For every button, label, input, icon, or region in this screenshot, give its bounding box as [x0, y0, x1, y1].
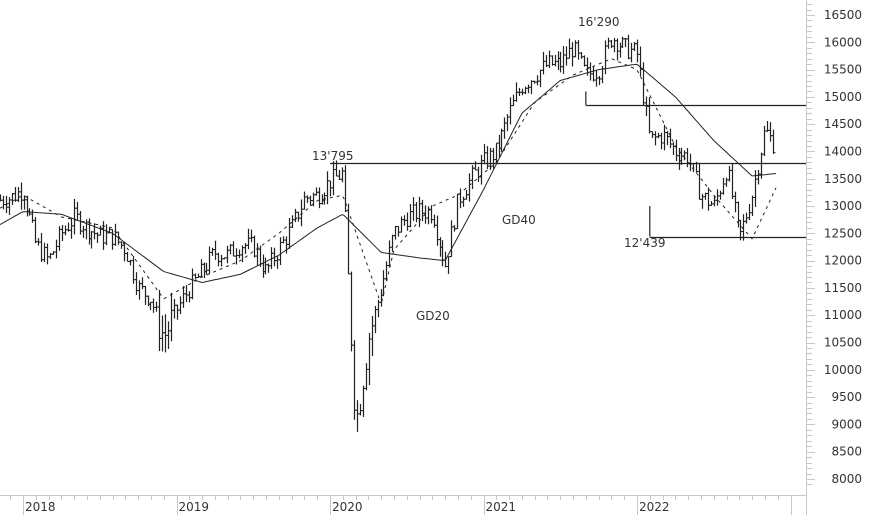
y-tick-label: 16000	[824, 35, 862, 49]
y-tick-label: 8500	[831, 445, 862, 459]
x-tick-label: 2019	[179, 500, 210, 514]
y-tick-label: 15500	[824, 63, 862, 77]
x-tick-label: 2022	[639, 500, 670, 514]
y-tick-label: 11500	[824, 281, 862, 295]
support-label: 12'439	[624, 236, 665, 250]
y-tick-label: 13000	[824, 199, 862, 213]
y-tick-label: 13500	[824, 172, 862, 186]
y-tick-label: 10500	[824, 336, 862, 350]
gd40-line	[0, 63, 777, 284]
gd20-line	[0, 58, 777, 302]
y-tick-label: 9000	[831, 417, 862, 431]
y-tick-label: 14000	[824, 144, 862, 158]
y-tick-label: 10000	[824, 363, 862, 377]
x-axis: 2018 2019 2020 2021 2022	[0, 495, 806, 515]
annotations: 13'795 16'290 12'439 GD40 GD20	[312, 15, 665, 323]
horizontal-levels	[330, 91, 806, 239]
y-tick-label: 12500	[824, 226, 862, 240]
y-tick-label: 12000	[824, 254, 862, 268]
ohlc-bars	[0, 34, 776, 432]
y-tick-label: 15000	[824, 90, 862, 104]
y-tick-label: 11000	[824, 308, 862, 322]
gd40-label: GD40	[502, 213, 536, 227]
y-tick-label: 16500	[824, 8, 862, 22]
x-tick-label: 2021	[486, 500, 517, 514]
y-axis: 8000 8500 9000 9500 10000 10500 11000 11500 1200…	[806, 0, 862, 515]
y-tick-label: 14500	[824, 117, 862, 131]
y-tick-label: 8000	[831, 472, 862, 486]
high-label: 16'290	[578, 15, 619, 29]
moving-averages	[0, 58, 777, 302]
resistance-label: 13'795	[312, 149, 353, 163]
x-tick-label: 2018	[25, 500, 56, 514]
gd20-label: GD20	[416, 309, 450, 323]
x-tick-label: 2020	[332, 500, 363, 514]
y-tick-label: 9500	[831, 390, 862, 404]
